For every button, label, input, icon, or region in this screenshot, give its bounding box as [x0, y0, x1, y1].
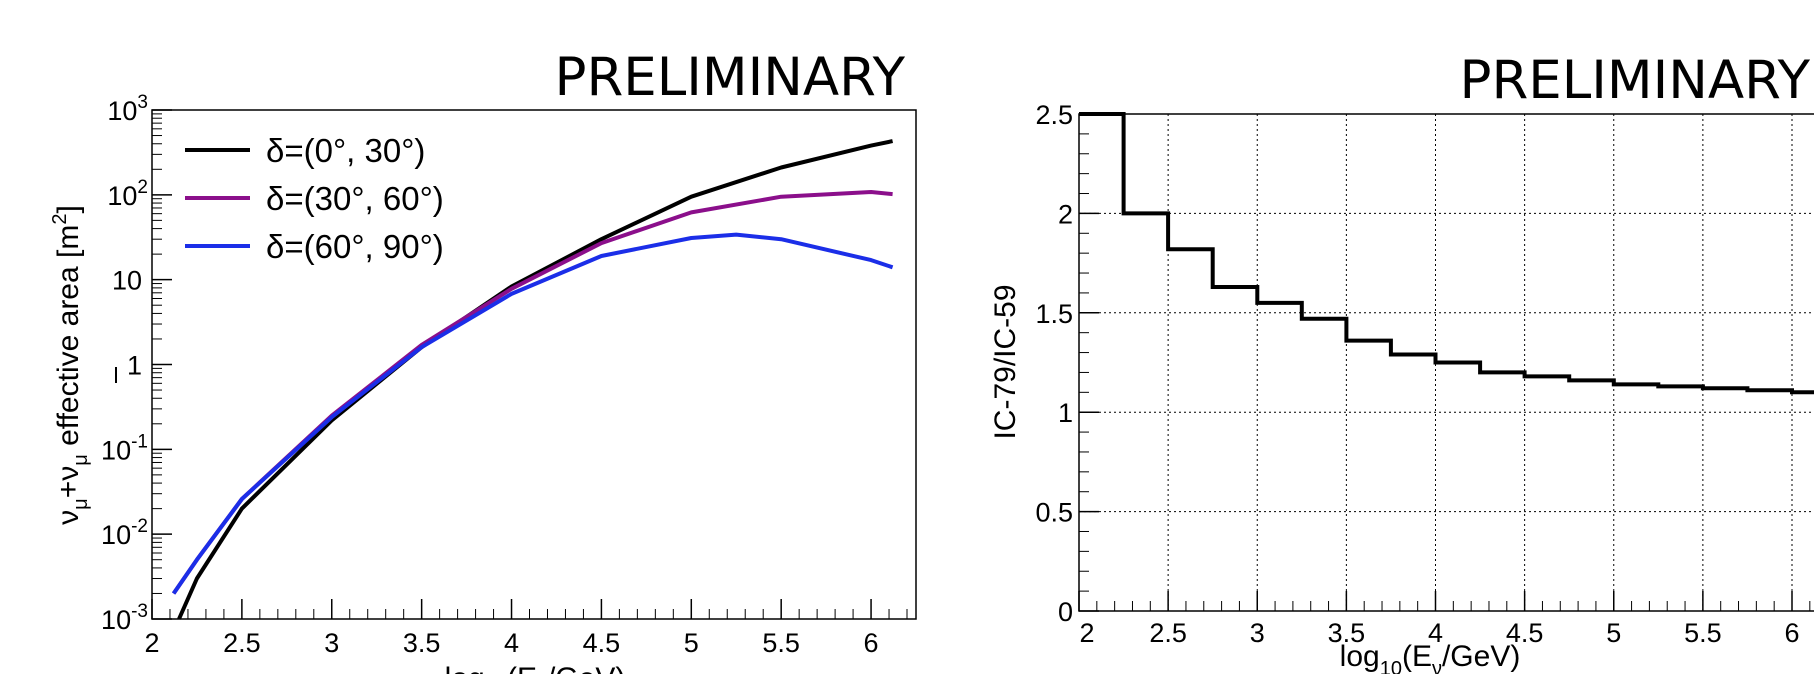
right-y-tick-label: 2 [1058, 199, 1073, 229]
legend-label-1: δ=(30°, 60°) [266, 180, 444, 217]
right-x-tick-label: 6 [1784, 618, 1799, 648]
right-x-tick-label: 3.5 [1328, 618, 1366, 648]
right-x-tick-label: 3 [1250, 618, 1265, 648]
left-y-tick-label: 1 [127, 351, 142, 381]
left-preliminary-banner: PRELIMINARY [554, 47, 905, 108]
right-x-tick-label: 5 [1606, 618, 1621, 648]
right-ratio-step-line [1079, 112, 1814, 395]
right-x-tick-label: 2.5 [1149, 618, 1187, 648]
left-x-tick-label: 5 [684, 628, 699, 658]
left-x-tick-label: 2.5 [223, 628, 261, 658]
right-panel: PRELIMINARY 2 2.5 3 3.5 4 4.5 5 5.5 6 00.511.522… [989, 50, 1814, 674]
left-legend: δ=(0°, 30°) δ=(30°, 60°) δ=(60°, 90°) [185, 132, 444, 265]
left-x-tick-label: 3 [324, 628, 339, 658]
right-y-tick-label: 1 [1058, 398, 1073, 428]
left-y-axis-label: νμ+νμ effective area [m2] [49, 205, 92, 525]
left-x-tick-label: 2 [144, 628, 159, 658]
left-x-tick-label: 4.5 [583, 628, 621, 658]
right-y-axis-label: IC-79/IC-59 [989, 284, 1022, 439]
left-x-tick-label: 6 [864, 628, 879, 658]
left-x-tick-label: 4 [504, 628, 519, 658]
right-x-tick-label: 4.5 [1506, 618, 1544, 648]
left-y-tick-label: 10-3 [101, 601, 148, 635]
left-series-line-2 [171, 232, 894, 595]
right-preliminary-banner: PRELIMINARY [1459, 50, 1810, 111]
right-x-tick-label: 2 [1079, 618, 1094, 648]
right-x-ticks: 2 2.5 3 3.5 4 4.5 5 5.5 6 [1078, 591, 1811, 648]
left-y-tick-label: 10 [112, 266, 142, 296]
right-y-tick-label: 0.5 [1035, 498, 1073, 528]
left-y-tick-label: 103 [107, 92, 148, 126]
legend-label-2: δ=(60°, 90°) [266, 228, 444, 265]
left-series-line-0 [177, 139, 894, 620]
right-y-ticks: 0 0.5 1 1.5 2 2.5 [1035, 100, 1099, 627]
left-x-axis-label: log10(Eν/GeV) [445, 662, 626, 674]
left-x-ticks: 2 2.5 3 3.5 4 4.5 5 5.5 6 [144, 599, 908, 658]
right-x-tick-label: 4 [1428, 618, 1443, 648]
left-x-tick-label: 5.5 [762, 628, 800, 658]
left-y-tick-label: 10-2 [101, 516, 148, 550]
legend-label-0: δ=(0°, 30°) [266, 132, 425, 169]
left-y-tick-label: 102 [107, 177, 148, 211]
right-x-tick-label: 5.5 [1684, 618, 1722, 648]
right-y-tick-label: 0 [1058, 597, 1073, 627]
right-plot-frame [1078, 113, 1814, 612]
right-y-tick-label: 2.5 [1035, 100, 1073, 130]
right-x-axis-label: log10(Eν/GeV) [1340, 640, 1521, 674]
left-series-group [171, 139, 894, 620]
left-panel: PRELIMINARY 2 2.5 3 3.5 4 4.5 5 5.5 6 1031021011… [49, 47, 917, 674]
left-x-tick-label: 3.5 [403, 628, 441, 658]
right-y-tick-label: 1.5 [1035, 299, 1073, 329]
left-y-tick-label: 10-1 [101, 431, 148, 465]
right-series-group [1079, 112, 1814, 395]
